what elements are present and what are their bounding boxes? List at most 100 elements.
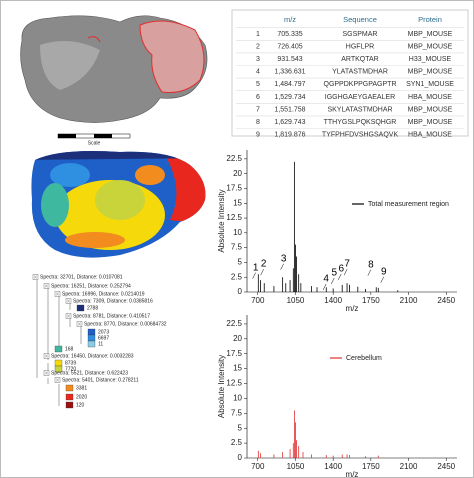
table-cell: 1,629.743 — [274, 119, 305, 126]
table-cell: MBP_MOUSE — [408, 69, 453, 76]
annotation-pointer — [322, 283, 327, 291]
table-cell: 931.543 — [277, 56, 302, 63]
y-tick-label: 7.5 — [231, 408, 243, 417]
cluster-count: 2020 — [76, 394, 87, 400]
tree-toggle-icon — [55, 378, 60, 382]
table-cell: SKYLATASTMDHAR — [327, 106, 392, 113]
tree-toggle-icon — [66, 314, 71, 318]
table-cell: MBP_MOUSE — [408, 119, 453, 126]
table-cell: QGPPDKPPGPAGPTR — [324, 81, 397, 88]
table-cell: 1,336.631 — [274, 69, 305, 76]
x-tick-label: 1050 — [287, 462, 305, 471]
cluster-map — [31, 151, 206, 258]
peak-annotation: 5 — [331, 268, 337, 279]
table-header: Protein — [418, 15, 442, 24]
y-axis-label: Absolute Intensity — [217, 189, 226, 252]
legend-label: Total measurement region — [368, 201, 449, 208]
y-tick-label: 22.5 — [226, 154, 242, 163]
table-cell: TYFPHFDVSHGSAQVK — [322, 132, 399, 139]
tissue-image — [20, 15, 208, 123]
table-cell: HBA_MOUSE — [408, 132, 452, 139]
peak-annotation: 1 — [253, 262, 259, 273]
table-cell: 726.405 — [277, 43, 302, 50]
table-cell: MBP_MOUSE — [408, 31, 453, 38]
y-tick-label: 15 — [233, 364, 242, 373]
table-frame — [231, 9, 469, 137]
table-cell: 7 — [256, 106, 260, 113]
y-tick-label: 2.5 — [231, 438, 243, 447]
cluster-swatch — [76, 304, 85, 312]
cluster-swatch — [65, 384, 74, 392]
y-tick-label: 10 — [233, 394, 242, 403]
y-tick-label: 20 — [233, 334, 242, 343]
cluster-swatch — [54, 359, 63, 367]
table-cell: SGSPMAR — [342, 31, 377, 38]
tree — [36, 280, 82, 406]
table: m/z Sequence Protein 1 705.335 SGSPMAR MBP_MOU… — [236, 15, 464, 139]
table-cell: MBP_MOUSE — [408, 106, 453, 113]
annotation-pointer — [367, 269, 372, 276]
table-cell: MBP_MOUSE — [408, 43, 453, 50]
tree-toggle-icon — [44, 371, 49, 375]
y-tick-label: 7.5 — [231, 243, 243, 252]
y-tick-label: 5 — [238, 258, 243, 267]
y-tick-label: 15 — [233, 198, 242, 207]
y-tick-label: 5 — [238, 423, 243, 432]
cluster-swatch — [87, 328, 96, 336]
y-tick-label: 0 — [238, 453, 243, 462]
peak-annotation: 9 — [381, 266, 387, 277]
table-cell: 9 — [256, 132, 260, 139]
y-axis-label: Absolute Intensity — [217, 355, 226, 418]
y-tick-label: 12.5 — [226, 213, 242, 222]
cluster-swatch — [87, 340, 96, 348]
cluster-count: 8739 — [65, 360, 76, 366]
table-cell: 6 — [256, 94, 260, 101]
x-tick-label: 1050 — [287, 296, 305, 305]
table-cell: 1,551.758 — [274, 106, 305, 113]
peak-annotation: 8 — [368, 259, 374, 270]
tree-toggle-icon — [66, 299, 71, 303]
tree-toggle-icon — [77, 322, 82, 326]
table-cell: SYN1_MOUSE — [406, 81, 454, 88]
table-cell: HBA_MOUSE — [408, 94, 452, 101]
cluster-swatch — [54, 345, 63, 353]
table-cell: 5 — [256, 81, 260, 88]
x-tick-label: 1750 — [362, 296, 380, 305]
tree-node: Spectra: 7309, Distance: 0.0385816 — [73, 298, 153, 304]
tree-node: Spectra: 8781, Distance: 0.410517 — [73, 313, 150, 319]
y-tick-label: 12.5 — [226, 379, 242, 388]
table-cell: 1 — [256, 31, 260, 38]
cluster-count: 3381 — [76, 385, 87, 391]
cluster-swatch — [65, 393, 74, 401]
tree-node: Spectra: 32701, Distance: 0.0107081 — [40, 274, 123, 280]
annotation-pointer — [260, 268, 264, 276]
table-header: m/z — [284, 15, 296, 24]
tree-node: Spectra: 16251, Distance: 0.252794 — [51, 283, 131, 289]
tree-node: Spectra: 16450, Distance: 0.0032283 — [51, 353, 134, 359]
x-tick-label: 2100 — [400, 462, 418, 471]
table-cell: HGFLPR — [346, 43, 374, 50]
table-cell: 1,819.876 — [274, 132, 305, 139]
peak-annotation: 4 — [323, 274, 329, 285]
peak-annotation: 2 — [261, 259, 267, 270]
peak-annotation: 7 — [344, 259, 350, 270]
y-tick-label: 22.5 — [226, 319, 242, 328]
y-tick-label: 20 — [233, 169, 242, 178]
x-tick-label: 700 — [251, 296, 265, 305]
cluster-swatch — [87, 334, 96, 342]
table-cell: 4 — [256, 69, 260, 76]
table-cell: 8 — [256, 119, 260, 126]
annotation-pointer — [252, 272, 256, 279]
x-tick-label: 1400 — [324, 462, 342, 471]
cluster-swatch — [65, 401, 74, 409]
cluster-count: 120 — [76, 402, 85, 408]
table-cell: IGGHGAEYGAEALER — [325, 94, 395, 101]
table-cell: 1,484.797 — [274, 81, 305, 88]
x-tick-label: 2450 — [437, 462, 455, 471]
annotation-pointer — [380, 276, 384, 283]
x-tick-label: 2100 — [400, 296, 418, 305]
peak-annotation: 3 — [281, 253, 287, 264]
x-tick-label: 1400 — [324, 296, 342, 305]
table-cell: 705.335 — [277, 31, 302, 38]
